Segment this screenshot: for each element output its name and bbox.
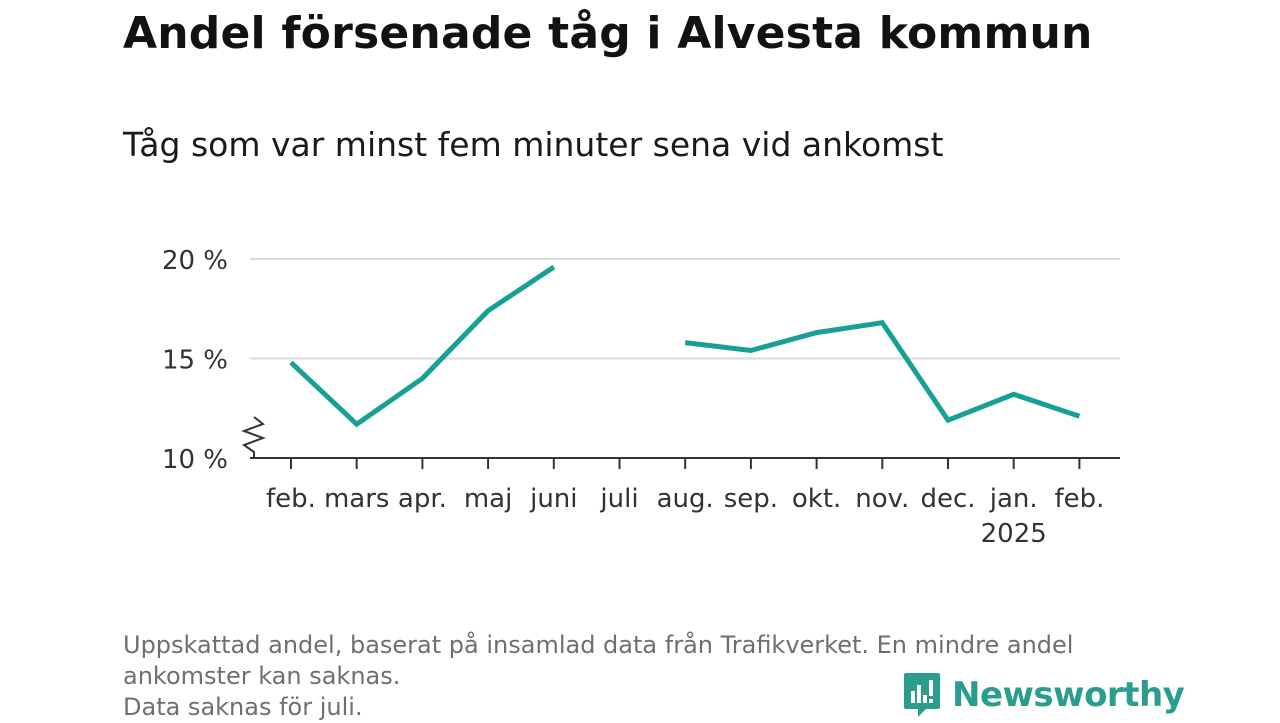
x-tick-label: mars [324, 484, 390, 514]
brand-name: Newsworthy [952, 675, 1185, 715]
y-tick-label: 20 % [162, 246, 228, 276]
brand-logo: Newsworthy [902, 670, 1185, 720]
x-tick-label: dec. [920, 484, 975, 514]
x-tick-label: juni [529, 484, 577, 514]
y-tick-label: 10 % [162, 445, 228, 475]
x-tick-label: nov. [855, 484, 909, 514]
y-tick-label: 15 % [162, 346, 228, 376]
x-tick-label: aug. [657, 484, 714, 514]
x-tick-label: feb. [266, 484, 316, 514]
x-tick-sublabel: 2025 [981, 519, 1047, 549]
x-tick-label: maj [464, 484, 512, 514]
series-line [684, 319, 1081, 424]
chart-title: Andel försenade tåg i Alvesta kommun [123, 8, 1093, 59]
chart-subtitle: Tåg som var minst fem minuter sena vid a… [123, 125, 944, 164]
x-tick-label: apr. [398, 484, 447, 514]
series-line [289, 264, 556, 428]
axis-break-icon [241, 416, 266, 458]
x-tick-label: sep. [724, 484, 778, 514]
x-tick-label: feb. [1054, 484, 1104, 514]
footnote-line: Data saknas för juli. [123, 693, 363, 721]
newsworthy-logo-icon [904, 673, 940, 717]
x-tick-label: okt. [792, 484, 841, 514]
footnote-line: ankomster kan saknas. [123, 662, 401, 690]
x-tick-label: jan. [989, 484, 1038, 514]
footnote-line: Uppskattad andel, baserat på insamlad da… [123, 631, 1074, 659]
x-tick-label: juli [599, 484, 638, 514]
footnote: Uppskattad andel, baserat på insamlad da… [123, 630, 1153, 723]
